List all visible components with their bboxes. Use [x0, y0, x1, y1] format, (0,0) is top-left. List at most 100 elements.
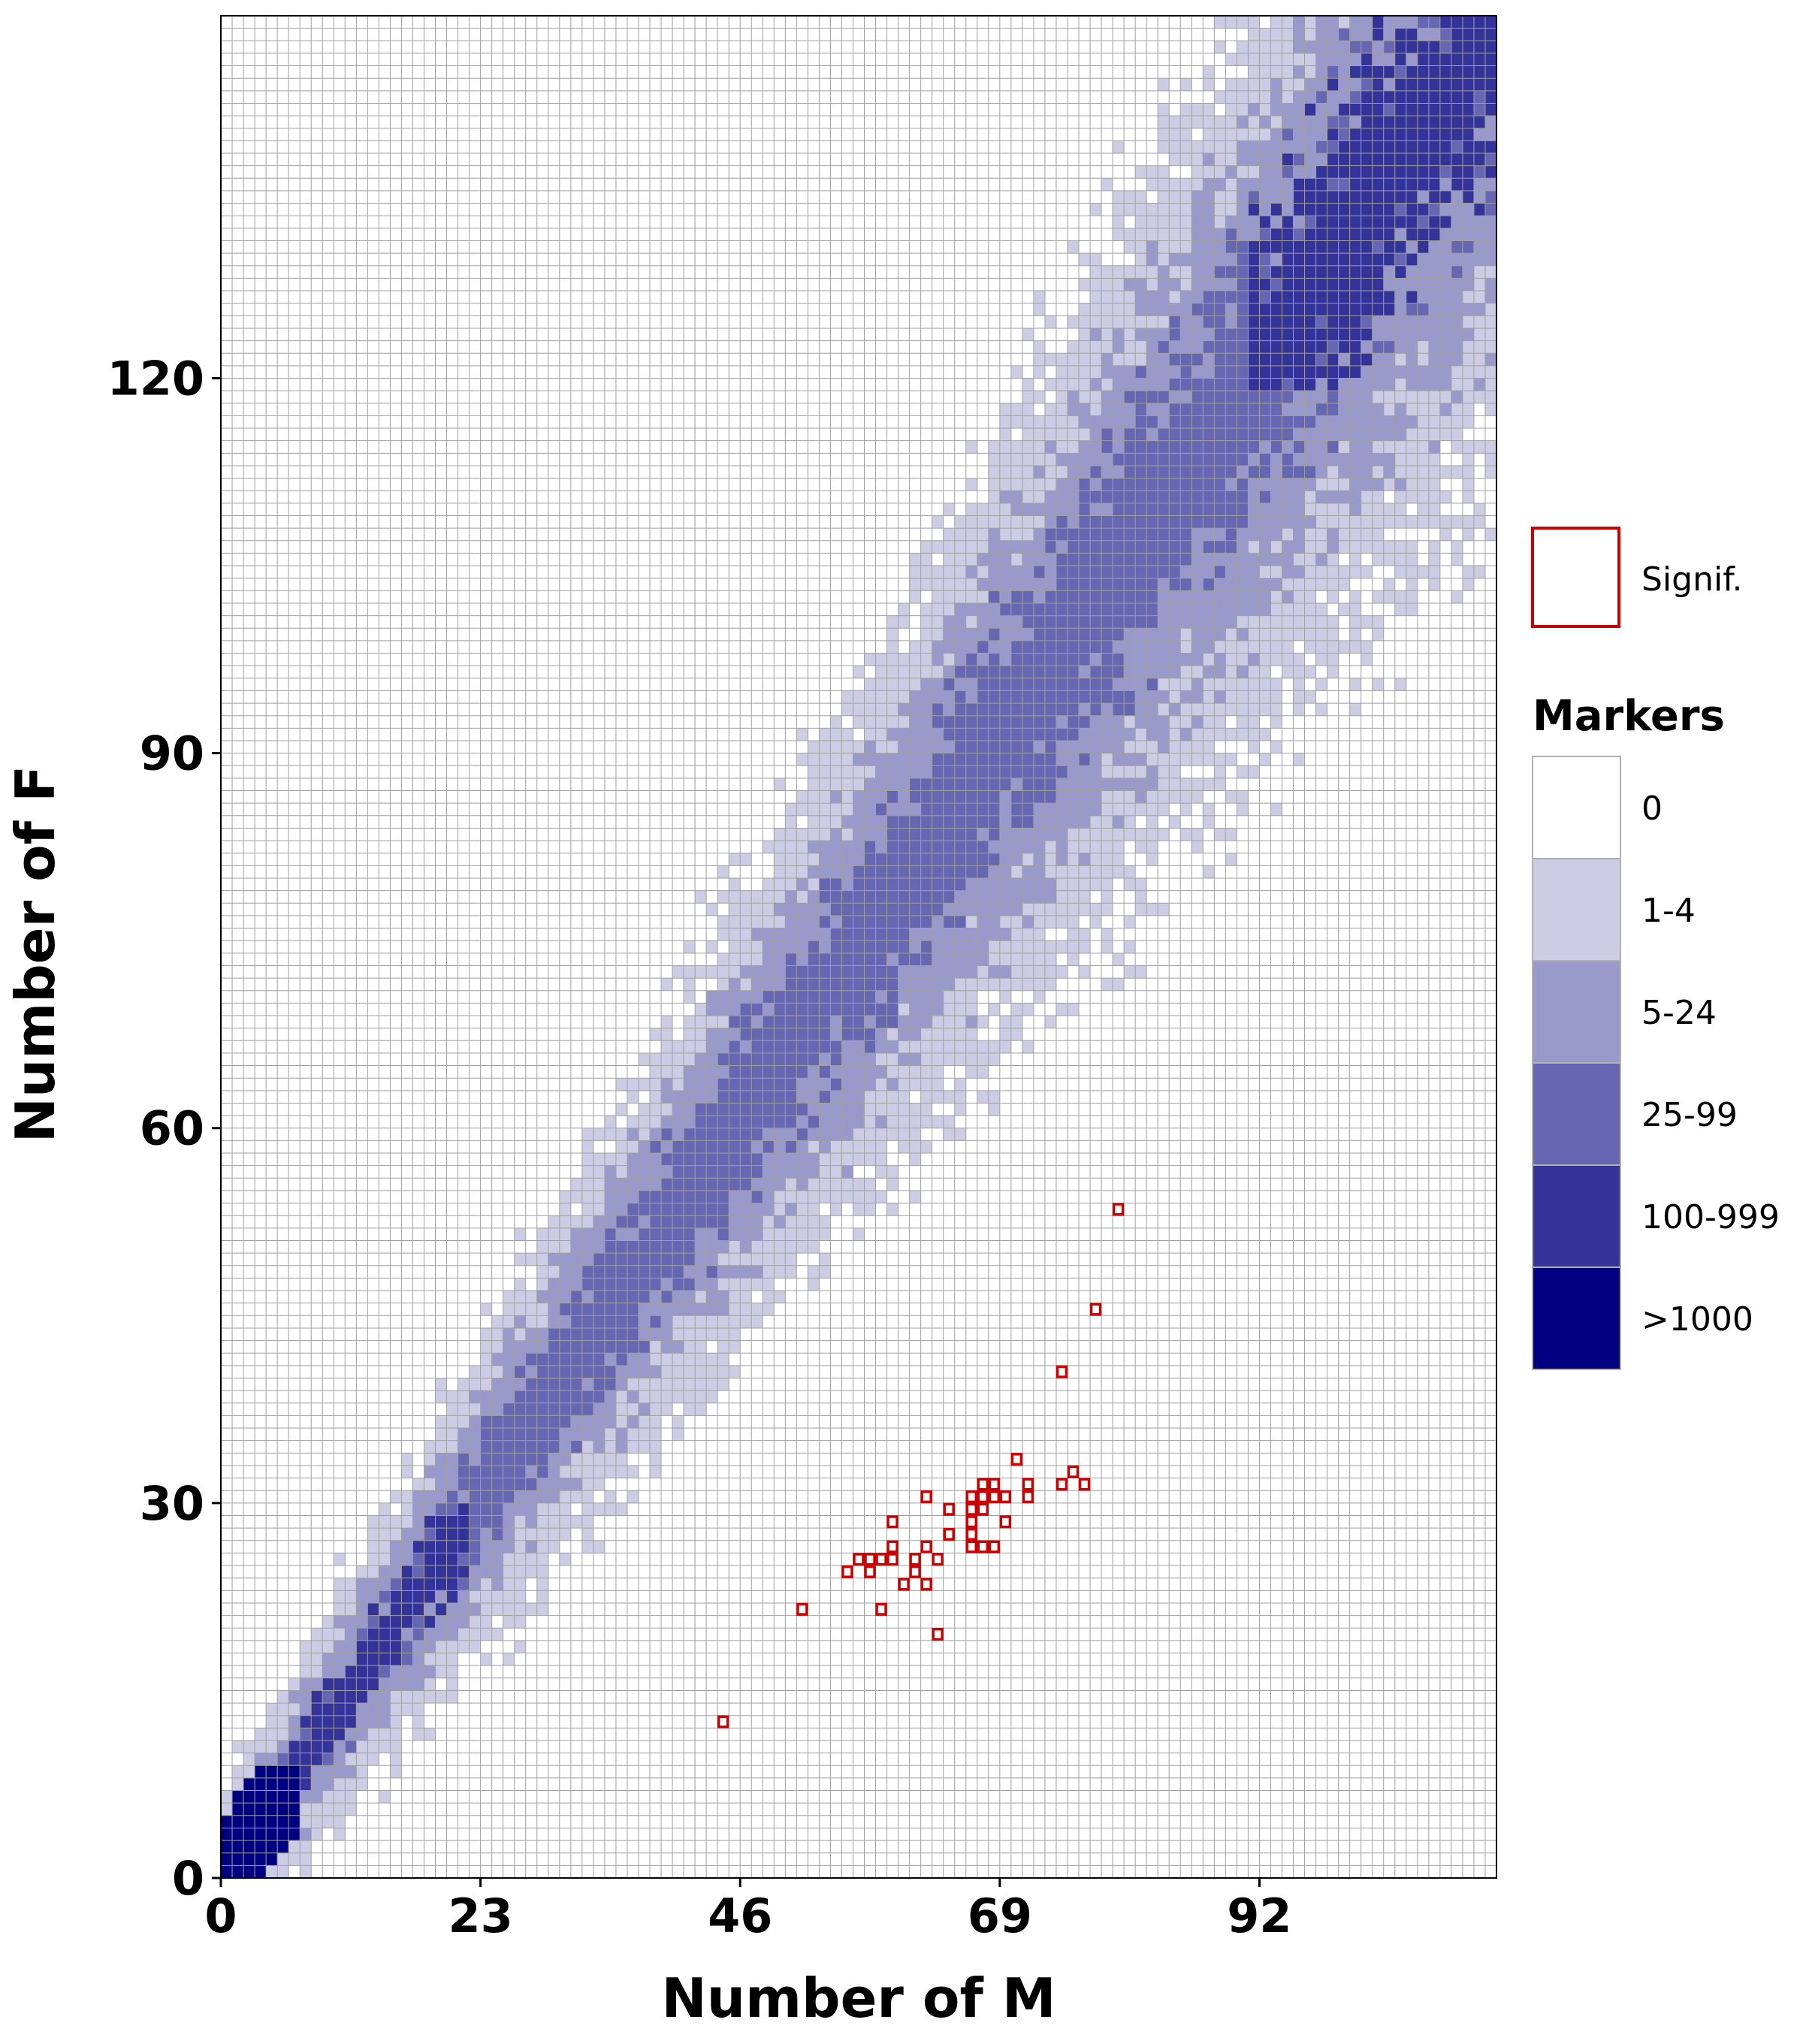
heatmap-cell	[1315, 16, 1327, 29]
heatmap-cell	[1383, 240, 1396, 254]
heatmap-cell	[943, 965, 956, 979]
heatmap-cell	[1304, 228, 1316, 241]
heatmap-cell	[1158, 440, 1170, 454]
heatmap-cell	[717, 1215, 729, 1229]
heatmap-cell	[954, 815, 967, 829]
heatmap-cell	[796, 1190, 808, 1203]
heatmap-cell	[1079, 391, 1091, 404]
heatmap-cell	[1439, 65, 1452, 79]
heatmap-cell	[627, 1090, 639, 1104]
heatmap-cell	[581, 1153, 594, 1166]
heatmap-cell	[638, 1402, 651, 1416]
heatmap-cell	[886, 877, 898, 891]
heatmap-cell	[401, 1690, 413, 1704]
heatmap-cell	[650, 1240, 662, 1254]
heatmap-cell	[1214, 190, 1226, 204]
significant-marker	[977, 1540, 989, 1553]
heatmap-cell	[627, 1215, 639, 1229]
heatmap-cell	[706, 1128, 718, 1141]
heatmap-cell	[1191, 291, 1204, 303]
heatmap-cell	[796, 728, 808, 741]
heatmap-cell	[1315, 428, 1327, 441]
heatmap-cell	[1473, 365, 1486, 379]
heatmap-cell	[1394, 428, 1407, 441]
heatmap-cell	[1113, 678, 1125, 691]
heatmap-cell	[1349, 65, 1361, 79]
heatmap-cell	[751, 978, 763, 992]
heatmap-cell	[1248, 28, 1260, 41]
heatmap-cell	[1090, 628, 1102, 642]
heatmap-cell	[1180, 303, 1192, 316]
heatmap-cell	[390, 1590, 402, 1604]
heatmap-cell	[1304, 78, 1316, 92]
heatmap-cell	[763, 890, 775, 904]
heatmap-cell	[604, 1128, 617, 1141]
heatmap-cell	[1383, 190, 1396, 204]
heatmap-cell	[954, 1078, 967, 1091]
heatmap-cell	[909, 1028, 921, 1041]
heatmap-cell	[503, 1291, 515, 1303]
heatmap-cell	[717, 1303, 729, 1316]
heatmap-cell	[853, 928, 865, 941]
heatmap-cell	[1191, 253, 1204, 267]
heatmap-cell	[1010, 890, 1023, 904]
heatmap-cell	[514, 1502, 527, 1516]
heatmap-cell	[1484, 216, 1497, 229]
heatmap-cell	[1135, 903, 1147, 916]
heatmap-cell	[1135, 965, 1147, 979]
heatmap-cell	[1079, 590, 1091, 604]
heatmap-cell	[1124, 777, 1136, 791]
heatmap-cell	[1067, 853, 1080, 866]
heatmap-cell	[536, 1291, 549, 1303]
heatmap-cell	[1327, 640, 1339, 654]
heatmap-cell	[1349, 453, 1361, 466]
heatmap-cell	[1282, 316, 1294, 329]
heatmap-cell	[1282, 153, 1294, 166]
heatmap-cell	[1259, 653, 1271, 666]
heatmap-cell	[1225, 578, 1237, 591]
heatmap-cell	[774, 841, 786, 854]
heatmap-cell	[819, 1016, 831, 1028]
heatmap-cell	[999, 415, 1012, 429]
heatmap-cell	[1203, 690, 1215, 704]
heatmap-cell	[334, 1803, 346, 1816]
heatmap-cell	[1315, 228, 1327, 241]
heatmap-cell	[1203, 566, 1215, 578]
heatmap-cell	[1203, 528, 1215, 542]
heatmap-cell	[379, 1715, 391, 1728]
heatmap-cell	[1124, 503, 1136, 516]
heatmap-cell	[808, 1003, 820, 1016]
heatmap-cell	[1417, 190, 1430, 204]
heatmap-cell	[536, 1428, 549, 1441]
heatmap-cell	[695, 1303, 707, 1316]
heatmap-cell	[1428, 165, 1441, 179]
heatmap-cell	[751, 1065, 763, 1079]
heatmap-cell	[503, 1565, 515, 1578]
heatmap-cell	[943, 877, 956, 891]
heatmap-cell	[841, 1003, 853, 1016]
heatmap-cell	[1473, 216, 1486, 229]
heatmap-cell	[503, 1402, 515, 1416]
heatmap-cell	[1248, 515, 1260, 529]
heatmap-cell	[435, 1540, 447, 1553]
heatmap-cell	[1191, 340, 1204, 354]
heatmap-cell	[954, 1003, 967, 1016]
heatmap-cell	[1146, 216, 1158, 229]
heatmap-cell	[954, 628, 967, 642]
heatmap-cell	[1270, 240, 1282, 254]
heatmap-cell	[796, 1090, 808, 1104]
heatmap-cell	[661, 1016, 673, 1028]
heatmap-cell	[1191, 653, 1204, 666]
heatmap-cell	[988, 877, 1001, 891]
heatmap-cell	[1338, 478, 1350, 491]
heatmap-cell	[1428, 41, 1441, 54]
heatmap-cell	[1406, 41, 1418, 54]
heatmap-cell	[559, 1265, 572, 1279]
heatmap-cell	[1010, 753, 1023, 766]
heatmap-cell	[503, 1440, 515, 1454]
x-tick-label: 0	[204, 1889, 237, 1943]
heatmap-cell	[661, 1378, 673, 1391]
heatmap-cell	[999, 640, 1012, 654]
heatmap-cell	[1225, 703, 1237, 717]
heatmap-cell	[1372, 216, 1385, 229]
